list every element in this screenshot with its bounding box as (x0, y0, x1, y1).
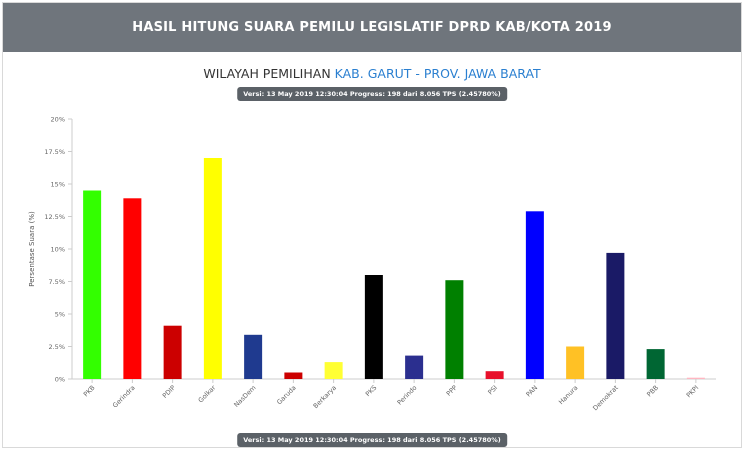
bar-pdip[interactable] (163, 325, 182, 379)
x-tick-label: Golkar (197, 384, 218, 405)
x-tick-label: PSI (486, 384, 499, 397)
x-tick-label: NasDem (232, 384, 257, 409)
version-badge-top: Versi: 13 May 2019 12:30:04 Progress: 19… (237, 87, 507, 101)
x-tick-label: PKB (82, 384, 97, 399)
bar-demokrat[interactable] (606, 252, 625, 379)
x-tick-label: PDIP (161, 384, 177, 400)
y-tick-label: 10% (51, 246, 65, 254)
y-tick-label: 2.5% (48, 343, 65, 351)
bar-hanura[interactable] (566, 346, 585, 380)
x-tick-label: PKS (364, 384, 378, 398)
x-tick-label: Garuda (275, 384, 298, 407)
x-tick-label: PPP (445, 384, 459, 398)
version-badge-bottom: Versi: 13 May 2019 12:30:04 Progress: 19… (237, 433, 507, 447)
x-tick-label: Gerindra (111, 384, 137, 410)
bar-pkpi[interactable] (686, 377, 705, 379)
bar-berkarya[interactable] (324, 362, 343, 379)
bar-pkb[interactable] (83, 190, 102, 380)
y-axis-label: Persentase Suara (%) (28, 211, 36, 287)
x-tick-label: Hanura (557, 384, 579, 406)
page-title: HASIL HITUNG SUARA PEMILU LEGISLATIF DPR… (3, 3, 741, 52)
subtitle-prefix: WILAYAH PEMILIHAN (203, 66, 331, 81)
y-tick-label: 7.5% (48, 278, 65, 286)
x-tick-label: Demokrat (591, 383, 620, 412)
x-tick-label: Perindo (396, 384, 419, 407)
bar-golkar[interactable] (203, 158, 222, 379)
region-link[interactable]: KAB. GARUT - PROV. JAWA BARAT (334, 66, 541, 81)
y-tick-label: 0% (55, 376, 65, 384)
bar-pks[interactable] (364, 275, 383, 379)
y-tick-label: 5% (55, 311, 65, 319)
x-tick-label: PKPI (685, 384, 701, 400)
x-tick-label: Berkarya (312, 384, 338, 410)
bar-garuda[interactable] (284, 372, 303, 380)
y-tick-label: 20% (51, 116, 65, 124)
bar-ppp[interactable] (445, 280, 464, 379)
y-tick-label: 17.5% (44, 148, 65, 156)
bar-gerindra[interactable] (123, 198, 142, 379)
bar-psi[interactable] (485, 371, 504, 379)
x-tick-label: PBB (645, 384, 660, 399)
y-tick-label: 15% (51, 181, 65, 189)
region-subtitle: WILAYAH PEMILIHAN KAB. GARUT - PROV. JAW… (3, 66, 741, 81)
x-tick-label: PAN (525, 384, 540, 399)
bar-pbb[interactable] (646, 349, 665, 379)
bar-pan[interactable] (525, 211, 544, 379)
bar-perindo[interactable] (405, 355, 424, 379)
y-tick-label: 12.5% (44, 213, 65, 221)
bar-nasdem[interactable] (244, 334, 263, 379)
